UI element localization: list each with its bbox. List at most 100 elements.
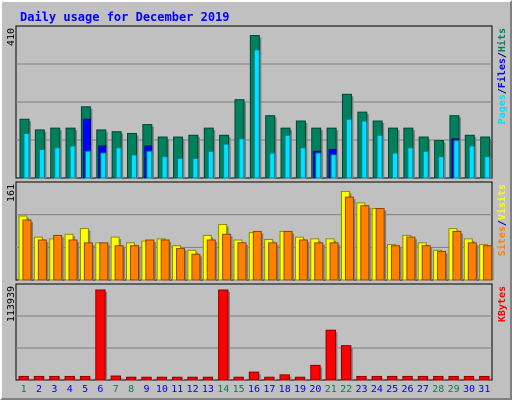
bar-kbytes-31-face	[479, 375, 490, 381]
bar-pages-10-face	[161, 156, 168, 179]
bar-kbytes-21-face	[325, 329, 336, 381]
bar-pages-27	[422, 150, 431, 179]
bar-kbytes-25	[387, 375, 399, 381]
bar-sites-20	[314, 242, 325, 281]
bar-kbytes-1-face	[18, 375, 29, 381]
x-tick-label-8: 8	[128, 384, 134, 395]
bar-sites-16-face	[252, 230, 262, 281]
bar-sites-15-face	[237, 242, 247, 281]
y-axis-label-part: KBytes	[497, 286, 508, 322]
bar-pages-22	[345, 118, 354, 179]
bar-sites-4-face	[68, 239, 78, 281]
bar-sites-18	[283, 230, 295, 281]
bar-kbytes-10	[156, 376, 169, 381]
bar-sites-21	[329, 242, 341, 281]
bar-pages-30	[468, 145, 477, 179]
bar-kbytes-13	[202, 376, 215, 381]
bar-pages-27-face	[422, 150, 429, 179]
bar-sites-7	[114, 245, 126, 281]
bar-sites-15	[237, 242, 248, 281]
bar-sites-2-face	[37, 239, 47, 281]
bar-kbytes-25-face	[387, 375, 398, 381]
x-tick-label-29: 29	[448, 384, 460, 395]
bar-pages-2	[38, 149, 47, 179]
y-axis-label-part: Hits	[496, 28, 508, 52]
bar-sites-28-face	[437, 250, 447, 281]
bar-kbytes-24	[371, 375, 384, 381]
bar-kbytes-7-face	[110, 375, 121, 381]
bar-pages-25	[392, 152, 400, 179]
bar-sites-17	[268, 242, 279, 281]
bar-kbytes-15	[233, 376, 246, 381]
bar-kbytes-29-face	[448, 375, 459, 381]
bar-sites-10	[160, 239, 172, 281]
x-tick-label-26: 26	[402, 384, 414, 395]
bar-sites-12	[191, 253, 202, 281]
bar-kbytes-27-face	[417, 375, 429, 381]
bar-kbytes-7	[110, 375, 123, 381]
bar-sites-23-face	[360, 205, 370, 281]
bar-pages-18	[284, 134, 293, 179]
y-tick-label: 161	[6, 184, 17, 202]
bar-sites-2	[37, 239, 49, 281]
bar-kbytes-22-face	[340, 345, 352, 381]
bar-kbytes-18	[279, 374, 292, 381]
bar-sites-6	[99, 242, 110, 281]
bar-sites-14-face	[222, 233, 232, 281]
x-tick-label-25: 25	[386, 384, 398, 395]
bar-sites-24-face	[375, 208, 385, 281]
bar-sites-17-face	[268, 242, 278, 281]
bar-pages-5	[84, 150, 93, 179]
bar-pages-8-face	[130, 154, 137, 179]
bar-sites-27-face	[421, 245, 431, 281]
bar-pages-16	[253, 49, 262, 179]
bar-kbytes-30-face	[463, 375, 475, 381]
bar-kbytes-21	[325, 329, 338, 381]
bar-pages-20-face	[315, 152, 322, 179]
bar-sites-3	[53, 234, 64, 281]
y-axis-label: KBytes	[497, 286, 508, 322]
bar-pages-19-face	[299, 147, 306, 179]
bar-sites-13-face	[206, 239, 216, 281]
bar-sites-14	[222, 233, 233, 281]
bar-sites-5	[83, 242, 95, 281]
bar-pages-18-face	[284, 134, 291, 179]
bar-pages-8	[130, 154, 139, 179]
bar-kbytes-4	[64, 375, 77, 381]
x-tick-label-2: 2	[36, 384, 42, 395]
x-tick-label-3: 3	[51, 384, 57, 395]
bar-sites-29-face	[452, 230, 462, 281]
bar-pages-6	[100, 152, 108, 179]
bar-sites-22	[344, 196, 356, 281]
bar-sites-30-face	[467, 242, 477, 281]
bar-pages-28	[438, 156, 446, 179]
bar-kbytes-8-face	[125, 376, 137, 381]
bar-kbytes-13-face	[202, 376, 214, 381]
bar-sites-30	[467, 242, 479, 281]
bar-kbytes-10-face	[156, 376, 168, 381]
bar-kbytes-9-face	[141, 376, 152, 381]
x-tick-label-14: 14	[217, 384, 229, 395]
bar-sites-26	[406, 236, 417, 281]
x-tick-label-17: 17	[263, 384, 275, 395]
bar-sites-1	[22, 219, 33, 281]
bar-kbytes-14	[218, 289, 230, 381]
y-tick-label: 410	[6, 28, 17, 46]
bar-pages-23	[361, 120, 369, 179]
x-tick-label-24: 24	[371, 384, 383, 395]
bar-sites-18-face	[283, 230, 293, 281]
y-axis-label-part: /	[497, 88, 508, 94]
x-tick-label-18: 18	[279, 384, 291, 395]
bar-pages-4	[69, 145, 78, 179]
bar-kbytes-22	[340, 345, 353, 381]
bar-kbytes-30	[463, 375, 476, 381]
bar-pages-24	[376, 134, 385, 179]
bar-pages-31-face	[484, 156, 491, 179]
bar-kbytes-11	[172, 376, 184, 381]
bar-kbytes-2-face	[33, 375, 45, 381]
x-tick-label-21: 21	[325, 384, 337, 395]
x-tick-label-28: 28	[432, 384, 444, 395]
bar-pages-14-face	[223, 143, 230, 179]
x-tick-label-19: 19	[294, 384, 306, 395]
